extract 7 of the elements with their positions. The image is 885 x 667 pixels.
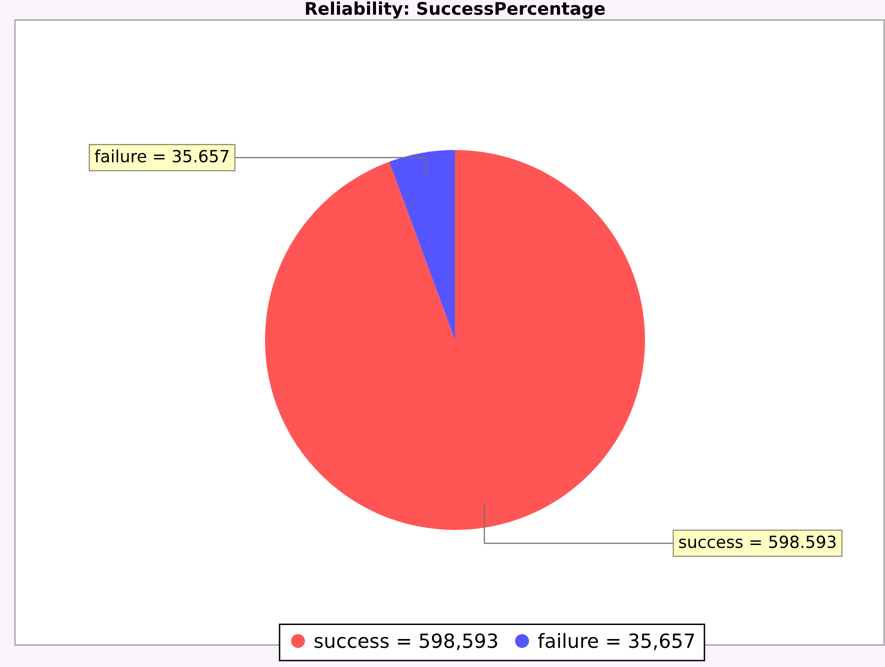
pie-slice	[265, 150, 645, 530]
pie-slice	[389, 150, 455, 340]
legend-label: success = 598,593	[314, 633, 498, 650]
chart-title: Reliability: SuccessPercentage	[306, 2, 605, 18]
data-label: failure = 35.657	[94, 150, 228, 162]
legend-label: failure = 35,657	[538, 633, 694, 650]
data-label: success = 598.593	[679, 536, 836, 548]
